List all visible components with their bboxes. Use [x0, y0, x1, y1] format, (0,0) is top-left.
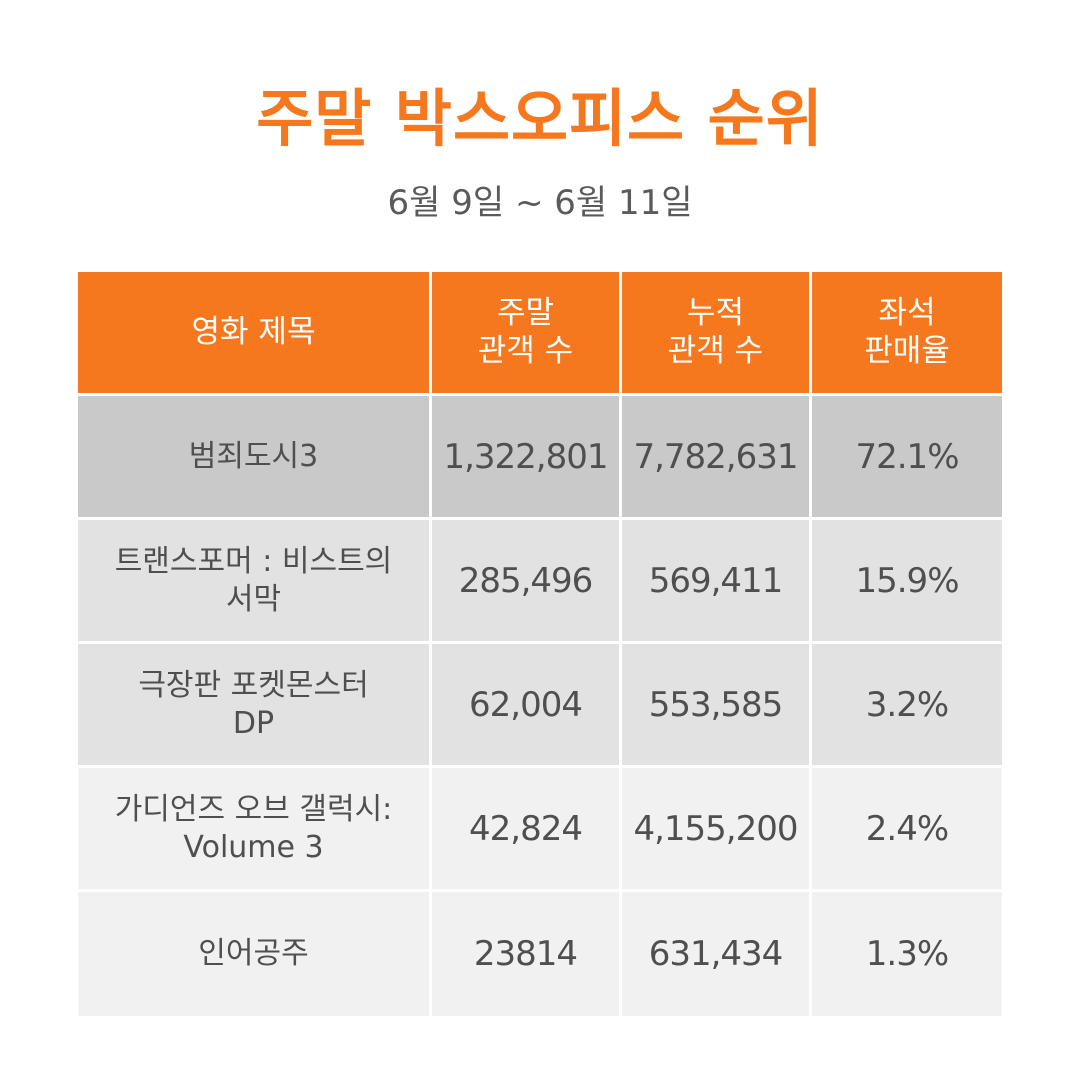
weekend-audience-cell: 42,824	[432, 768, 622, 892]
movie-title: DP	[232, 705, 275, 741]
date-range: 6월 9일 ~ 6월 11일	[387, 183, 693, 223]
seat-rate-cell: 2.4%	[812, 768, 1002, 892]
movie-title: 극장판 포켓몬스터	[138, 668, 369, 703]
header-weekend-audience: 주말 관객 수	[432, 272, 622, 396]
table-row: 극장판 포켓몬스터 DP 62,004 553,585 3.2%	[78, 644, 1002, 768]
weekend-audience-cell: 62,004	[432, 644, 622, 768]
header-label: 관객 수	[667, 332, 764, 369]
movie-title: 인어공주	[198, 936, 309, 972]
cumulative-audience-cell: 4,155,200	[622, 768, 812, 892]
cumulative-audience-cell: 7,782,631	[622, 396, 812, 520]
weekend-audience-cell: 23814	[432, 892, 622, 1016]
cumulative-audience-cell: 631,434	[622, 892, 812, 1016]
header-label: 누적	[686, 295, 745, 332]
seat-rate-cell: 15.9%	[812, 520, 1002, 644]
movie-title: 트랜스포머 : 비스트의	[114, 544, 393, 579]
movie-title-cell: 트랜스포머 : 비스트의 서막	[78, 520, 432, 644]
header-label: 주말	[496, 295, 555, 332]
table-header-row: 영화 제목 주말 관객 수 누적 관객 수 좌석 판매율	[78, 272, 1002, 396]
header-label: 좌석	[878, 295, 936, 332]
table-row: 트랜스포머 : 비스트의 서막 285,496 569,411 15.9%	[78, 520, 1002, 644]
weekend-audience-cell: 285,496	[432, 520, 622, 644]
cumulative-audience-cell: 569,411	[622, 520, 812, 644]
header-label: 관객 수	[477, 332, 574, 369]
header-seat-sales-rate: 좌석 판매율	[812, 272, 1002, 396]
header-movie-title: 영화 제목	[78, 272, 432, 396]
seat-rate-cell: 3.2%	[812, 644, 1002, 768]
header-cumulative-audience: 누적 관객 수	[622, 272, 812, 396]
movie-title: 서막	[225, 581, 282, 617]
seat-rate-cell: 72.1%	[812, 396, 1002, 520]
movie-title-cell: 인어공주	[78, 892, 432, 1016]
movie-title: 범죄도시3	[188, 438, 319, 474]
table-row: 범죄도시3 1,322,801 7,782,631 72.1%	[78, 396, 1002, 520]
page-title: 주말 박스오피스 순위	[256, 82, 824, 155]
movie-title-cell: 가디언즈 오브 갤럭시: Volume 3	[78, 768, 432, 892]
weekend-audience-cell: 1,322,801	[432, 396, 622, 520]
movie-title: 가디언즈 오브 갤럭시:	[114, 792, 393, 827]
movie-title: Volume 3	[183, 829, 324, 865]
table-row: 인어공주 23814 631,434 1.3%	[78, 892, 1002, 1016]
movie-title-cell: 범죄도시3	[78, 396, 432, 520]
cumulative-audience-cell: 553,585	[622, 644, 812, 768]
movie-title-cell: 극장판 포켓몬스터 DP	[78, 644, 432, 768]
seat-rate-cell: 1.3%	[812, 892, 1002, 1016]
header-label: 판매율	[864, 332, 950, 369]
header-label: 영화 제목	[191, 313, 316, 350]
box-office-table: 영화 제목 주말 관객 수 누적 관객 수 좌석 판매율 범죄도시3 1,322…	[78, 272, 1002, 1016]
table-row: 가디언즈 오브 갤럭시: Volume 3 42,824 4,155,200 2…	[78, 768, 1002, 892]
